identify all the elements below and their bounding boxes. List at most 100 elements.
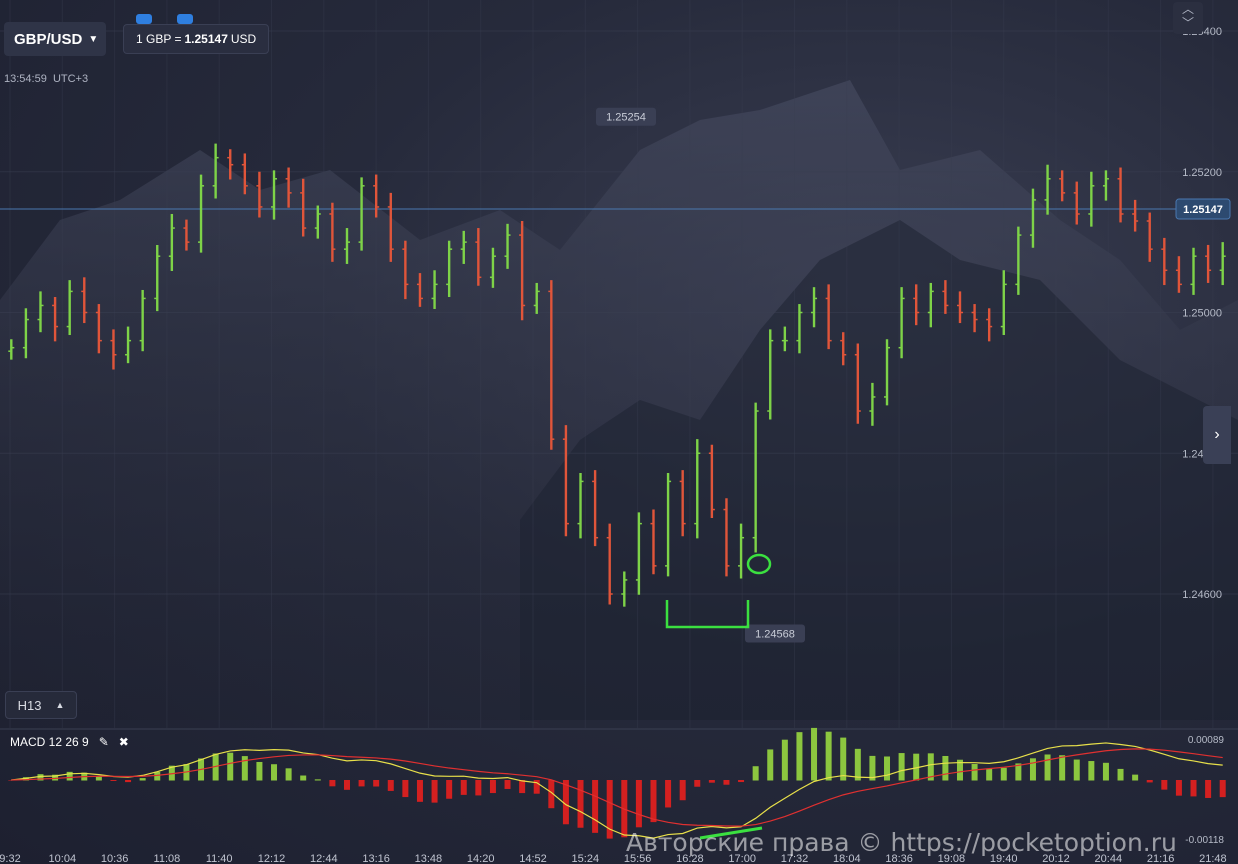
macd-histogram-bar <box>256 761 263 781</box>
macd-histogram-bar <box>1000 767 1007 781</box>
macd-histogram-bar <box>227 752 234 781</box>
x-tick-label: 18:04 <box>833 853 861 864</box>
macd-histogram-bar <box>241 756 248 781</box>
x-tick-label: 9:32 <box>0 853 21 864</box>
x-tick-label: 17:32 <box>781 853 809 864</box>
macd-histogram-bar <box>548 780 555 809</box>
min-price-label: 1.24568 <box>755 629 795 641</box>
timeframe-selector[interactable]: H13 ▲ <box>5 691 77 719</box>
macd-histogram-bar <box>650 780 657 823</box>
macd-histogram-bar <box>840 737 847 781</box>
indicator-icon[interactable] <box>136 14 152 24</box>
rate-suffix: USD <box>230 32 257 46</box>
x-tick-label: 12:44 <box>310 853 338 864</box>
x-tick-label: 15:56 <box>624 853 652 864</box>
macd-histogram-bar <box>752 766 759 781</box>
asset-selector-button[interactable]: GBP/USD ▼ <box>4 22 106 56</box>
macd-histogram-bar <box>665 780 672 808</box>
macd-histogram-bar <box>708 780 715 783</box>
macd-histogram-bar <box>1219 780 1226 798</box>
macd-histogram-bar <box>577 780 584 828</box>
clock-time: 13:54:59 <box>4 73 47 85</box>
macd-histogram-bar <box>416 780 423 802</box>
macd-min-label: -0.00118 <box>1185 835 1224 846</box>
x-tick-label: 12:12 <box>258 853 286 864</box>
collapse-button[interactable]: ︿ ﹀ <box>1173 2 1203 34</box>
x-tick-label: 20:44 <box>1095 853 1123 864</box>
x-tick-label: 17:00 <box>728 853 756 864</box>
macd-histogram-bar <box>694 780 701 787</box>
macd-histogram-bar <box>358 780 365 787</box>
macd-histogram-bar <box>431 780 438 803</box>
macd-histogram-bar <box>679 780 686 801</box>
macd-histogram-bar <box>460 780 467 795</box>
macd-histogram-bar <box>329 780 336 787</box>
macd-signal-line <box>11 748 1223 827</box>
macd-histogram-bar <box>1205 780 1212 798</box>
macd-histogram-bar <box>1161 780 1168 790</box>
macd-legend: MACD 12 26 9 ✎ ✖ <box>10 735 129 749</box>
macd-histogram-bar <box>52 774 59 781</box>
x-tick-label: 18:36 <box>885 853 913 864</box>
y-tick-label: 1.24600 <box>1182 589 1222 601</box>
min-price-badge <box>745 624 805 643</box>
macd-histogram-bar <box>8 780 15 781</box>
macd-histogram-bar <box>1190 780 1197 797</box>
macd-histogram-bar <box>125 780 132 783</box>
macd-histogram-bar <box>942 755 949 781</box>
current-price-badge <box>1175 198 1231 220</box>
x-tick-label: 10:36 <box>101 853 129 864</box>
macd-histogram-bar <box>562 780 569 825</box>
x-tick-label: 10:04 <box>49 853 77 864</box>
clock-timezone: UTC+3 <box>52 73 89 85</box>
macd-histogram-bar <box>796 732 803 781</box>
x-tick-label: 14:20 <box>467 853 495 864</box>
x-tick-label: 21:48 <box>1199 853 1227 864</box>
macd-histogram-bar <box>1044 754 1051 781</box>
macd-histogram-bar <box>635 780 642 828</box>
macd-histogram-bar <box>475 780 482 796</box>
macd-histogram-bar <box>986 768 993 781</box>
macd-histogram-bar <box>1146 780 1153 783</box>
divergence-drawing <box>699 826 763 840</box>
asset-label: GBP/USD <box>14 30 83 48</box>
macd-histogram-bar <box>1015 763 1022 781</box>
expand-panel-button[interactable]: › <box>1203 406 1231 464</box>
macd-histogram-bar <box>913 753 920 781</box>
macd-histogram-bar <box>37 774 44 781</box>
x-tick-label: 21:16 <box>1147 853 1175 864</box>
macd-histogram-bar <box>271 764 278 781</box>
rate-value: 1.25147 <box>184 32 228 46</box>
macd-histogram-bar <box>884 756 891 781</box>
macd-histogram-bar <box>519 780 526 794</box>
macd-histogram-bar <box>781 739 788 781</box>
caret-up-icon: ▲ <box>55 700 65 710</box>
macd-histogram-bar <box>738 780 745 783</box>
macd-histogram-bar <box>1175 780 1182 796</box>
macd-histogram-bar <box>343 780 350 790</box>
macd-histogram-bar <box>373 780 380 787</box>
macd-histogram-bar <box>606 780 613 839</box>
macd-histogram-bar <box>971 764 978 781</box>
x-tick-label: 11:40 <box>206 853 233 864</box>
x-tick-label: 13:16 <box>362 853 390 864</box>
x-tick-label: 19:08 <box>938 853 966 864</box>
chevron-up-icon: ︿ <box>1181 2 1194 16</box>
macd-histogram-bar <box>402 780 409 798</box>
macd-histogram-bar <box>723 780 730 785</box>
macd-histogram-bar <box>154 771 161 781</box>
drawing-icon[interactable] <box>177 14 193 24</box>
pencil-icon[interactable]: ✎ <box>98 735 109 749</box>
x-tick-label: 11:08 <box>154 853 181 864</box>
macd-histogram-bar <box>110 780 117 781</box>
macd-histogram-bar <box>825 731 832 781</box>
macd-histogram-bar <box>1132 774 1139 781</box>
max-price-badge <box>596 107 656 126</box>
macd-histogram-bar <box>285 768 292 781</box>
macd-line <box>11 742 1223 839</box>
macd-histogram-bar <box>300 775 307 781</box>
close-icon[interactable]: ✖ <box>118 735 129 749</box>
macd-histogram-bar <box>854 748 861 781</box>
support-bracket-drawing <box>665 600 750 629</box>
